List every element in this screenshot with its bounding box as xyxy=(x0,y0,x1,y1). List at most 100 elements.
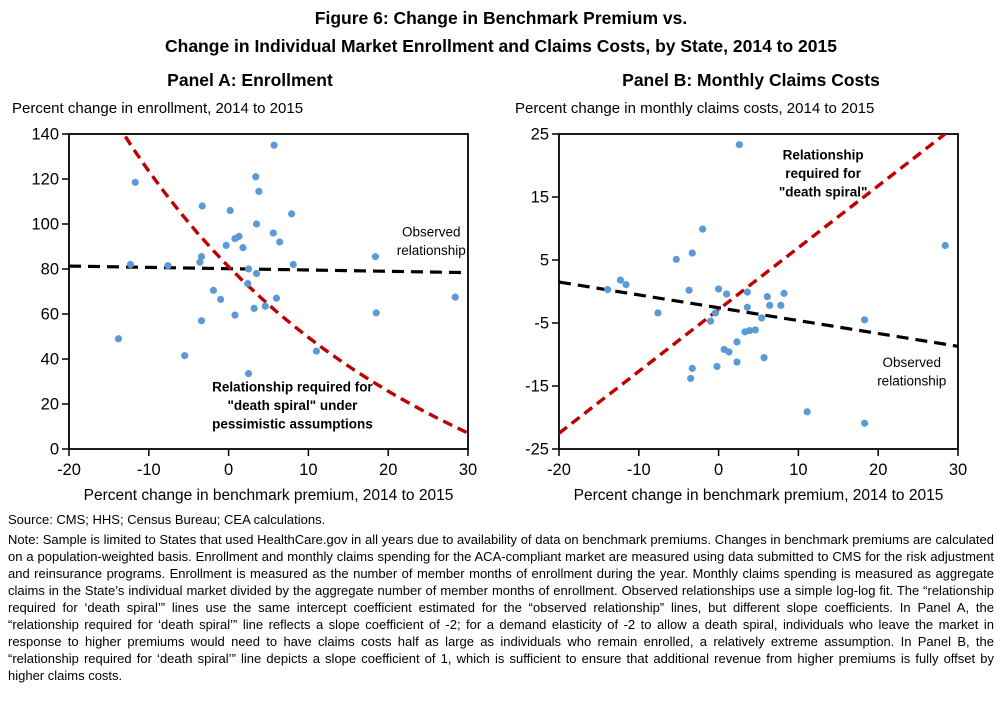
source-text: Source: CMS; HHS; Census Bureau; CEA cal… xyxy=(8,512,326,527)
scatter-point xyxy=(699,225,707,233)
death-spiral-label: Relationship required for "death spiral" … xyxy=(212,380,373,432)
scatter-point xyxy=(861,316,869,324)
scatter-point xyxy=(222,241,230,249)
observed-relationship-label: Observed relationship xyxy=(397,224,466,258)
scatter-point xyxy=(270,141,278,149)
scatter-point xyxy=(226,206,234,215)
scatter-point xyxy=(622,280,630,289)
y-tick-label: 60 xyxy=(41,306,59,324)
panel-b-units-label: Percent change in monthly claims costs, … xyxy=(515,100,875,117)
scatter-point xyxy=(688,249,696,257)
y-tick-label: 140 xyxy=(31,126,59,144)
scatter-point xyxy=(713,362,721,371)
panel-b-chart: -20 -10 0 10 20 30 -25 -15 -5 5 15 25 Percent change… xyxy=(525,126,967,505)
y-tick-label: -25 xyxy=(525,441,549,459)
figure-title-line2: Change in Individual Market Enrollment a… xyxy=(165,36,837,56)
scatter-point xyxy=(861,419,869,427)
death-spiral-line xyxy=(559,134,948,435)
scatter-point xyxy=(288,210,296,218)
scatter-point xyxy=(255,187,263,195)
scatter-point xyxy=(231,311,239,319)
plot-frame xyxy=(558,133,959,450)
scatter-point xyxy=(126,260,135,269)
scatter-point xyxy=(451,293,459,301)
scatter-point xyxy=(252,220,261,228)
x-tick-label: 20 xyxy=(869,461,887,479)
death-spiral-line xyxy=(121,134,468,435)
scatter-point xyxy=(751,326,759,334)
scatter-point xyxy=(289,260,297,269)
y-tick-label: 15 xyxy=(531,189,549,207)
x-axis-title: Percent change in benchmark premium, 201… xyxy=(574,487,944,504)
y-tick-label: -15 xyxy=(525,378,549,396)
scatter-point xyxy=(372,309,380,317)
scatter-point xyxy=(777,301,785,309)
scatter-point xyxy=(672,255,680,263)
y-tick-label: 25 xyxy=(531,126,549,144)
y-tick-label: 5 xyxy=(540,252,549,270)
scatter-point xyxy=(269,229,277,237)
x-tick-label: 0 xyxy=(224,461,233,479)
x-tick-label: -20 xyxy=(57,461,81,479)
scatter-point xyxy=(250,304,258,312)
scatter-point xyxy=(371,253,380,261)
scatter-point xyxy=(164,262,172,270)
scatter-point xyxy=(766,301,774,309)
scatter-point xyxy=(707,317,715,325)
y-tick-label: 40 xyxy=(41,351,59,369)
y-tick-label: 80 xyxy=(41,261,59,279)
observed-relationship-line xyxy=(69,264,468,275)
scatter-point xyxy=(239,244,247,252)
y-tick-label: -5 xyxy=(534,315,549,333)
scatter-point xyxy=(654,309,662,317)
scatter-point xyxy=(685,286,693,294)
scatter-point xyxy=(715,285,723,293)
scatter-point xyxy=(803,408,811,416)
scatter-point xyxy=(244,370,253,378)
scatter-point xyxy=(209,286,218,294)
scatter-point xyxy=(276,238,284,246)
x-axis-title: Percent change in benchmark premium, 201… xyxy=(84,487,454,504)
x-tick-label: 10 xyxy=(299,461,317,479)
x-tick-label: -10 xyxy=(627,461,651,479)
x-tick-label: 20 xyxy=(379,461,397,479)
scatter-point xyxy=(733,338,741,346)
x-tick-label: 30 xyxy=(459,461,477,479)
scatter-point xyxy=(711,309,720,317)
observed-relationship-line xyxy=(559,280,958,348)
scatter-point xyxy=(688,364,696,372)
y-tick-label: 0 xyxy=(50,441,59,459)
panel-a-units-label: Percent change in enrollment, 2014 to 20… xyxy=(12,100,304,117)
note-text: Note: Sample is limited to States that u… xyxy=(8,532,994,683)
scatter-point xyxy=(941,241,949,250)
scatter-point xyxy=(758,314,766,322)
plot-frame xyxy=(68,133,469,450)
death-spiral-label: Relationship required for "death spiral" xyxy=(779,147,868,199)
x-tick-label: 10 xyxy=(789,461,807,479)
scatter-point xyxy=(114,335,123,343)
scatter-point xyxy=(244,280,252,288)
scatter-point xyxy=(131,178,139,186)
scatter-point xyxy=(312,347,320,355)
observed-relationship-label: Observed relationship xyxy=(877,355,946,389)
scatter-point xyxy=(743,303,751,311)
scatter-point xyxy=(252,269,261,278)
scatter-point xyxy=(722,290,731,298)
scatter-point xyxy=(763,292,771,301)
x-tick-label: -10 xyxy=(137,461,161,479)
scatter-point xyxy=(197,253,206,261)
panel-b-title: Panel B: Monthly Claims Costs xyxy=(622,70,880,90)
y-tick-label: 120 xyxy=(31,171,59,189)
y-tick-label: 20 xyxy=(41,396,59,414)
scatter-point xyxy=(616,276,625,284)
scatter-point xyxy=(743,288,751,296)
scatter-point xyxy=(741,328,749,336)
scatter-point xyxy=(733,358,741,366)
scatter-point xyxy=(252,173,260,181)
x-tick-label: 0 xyxy=(714,461,723,479)
x-tick-label: -20 xyxy=(547,461,571,479)
scatter-point xyxy=(244,265,253,273)
scatter-point xyxy=(687,374,695,383)
scatter-point xyxy=(181,352,189,360)
